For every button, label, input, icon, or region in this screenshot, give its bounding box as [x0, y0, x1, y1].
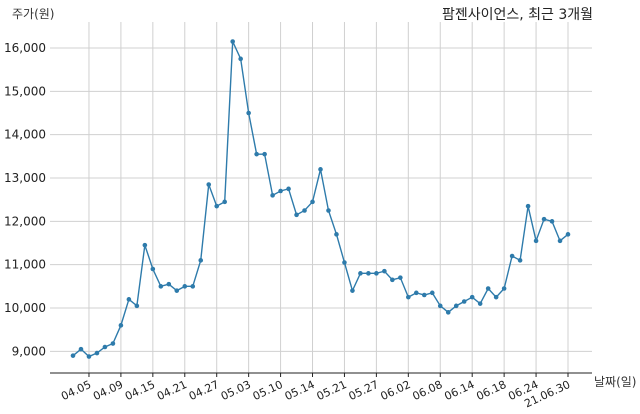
data-point: [86, 354, 92, 359]
data-point: [445, 310, 451, 315]
data-point: [142, 242, 148, 248]
y-tick-label: 9,000: [12, 344, 46, 358]
data-point: [533, 238, 539, 244]
data-point: [477, 301, 483, 306]
y-tick-label: 10,000: [4, 301, 46, 315]
data-point: [174, 288, 180, 293]
y-tick-label: 15,000: [4, 84, 46, 98]
data-point: [565, 232, 571, 237]
data-point: [134, 303, 140, 309]
x-tick-label: 05.27: [347, 378, 381, 403]
x-tick-label: 04.15: [123, 378, 157, 403]
data-point: [78, 346, 84, 352]
data-point: [461, 299, 467, 304]
data-point: [414, 290, 419, 296]
data-point: [190, 284, 196, 289]
data-point: [509, 253, 515, 259]
data-point: [549, 219, 555, 224]
x-tick-label: 05.14: [283, 378, 317, 403]
data-point: [222, 199, 227, 205]
x-tick-label: 04.05: [59, 378, 93, 403]
data-point: [150, 266, 156, 272]
data-point: [557, 238, 563, 244]
y-tick-labels: 9,000 10,000 11,000 12,000 13,000 14,000 15,00…: [4, 41, 46, 358]
data-point: [310, 199, 315, 205]
x-tick-label: 05.21: [315, 378, 349, 403]
series: [70, 39, 571, 359]
data-point: [406, 294, 411, 300]
data-point: [334, 232, 339, 237]
y-tick-label: 12,000: [4, 214, 46, 228]
data-point: [302, 208, 307, 213]
x-axis-title: 날짜(일): [594, 375, 636, 389]
y-tick-label: 16,000: [4, 41, 46, 55]
x-tick-label: 04.09: [91, 378, 125, 403]
y-tick-label: 11,000: [4, 258, 46, 272]
x-tick-labels: 04.0504.0904.1504.2104.2705.0305.1005.14…: [59, 378, 572, 410]
data-point: [198, 258, 204, 263]
data-point: [382, 268, 387, 274]
data-points: [70, 39, 571, 359]
data-point: [118, 323, 124, 328]
data-point: [469, 294, 475, 300]
data-point: [246, 110, 251, 116]
data-point: [398, 275, 403, 280]
y-axis-title: 주가(원): [12, 7, 54, 21]
data-point: [238, 56, 243, 62]
data-point: [453, 303, 459, 309]
x-tick-label: 06.18: [474, 378, 508, 403]
data-point: [366, 271, 371, 276]
x-tick-label: 05.10: [251, 378, 285, 403]
data-point: [126, 297, 132, 302]
data-point: [230, 39, 235, 44]
data-point: [206, 182, 212, 187]
data-point: [294, 212, 299, 218]
data-point: [182, 284, 188, 289]
x-tick-label: 06.02: [379, 378, 413, 403]
y-tick-label: 13,000: [4, 171, 46, 185]
data-point: [421, 292, 427, 298]
data-point: [278, 188, 283, 194]
grid: [50, 22, 592, 373]
data-point: [493, 294, 499, 300]
x-tick-label: 05.03: [219, 378, 253, 403]
data-point: [94, 350, 100, 356]
data-point: [517, 258, 523, 263]
data-point: [70, 353, 76, 358]
data-point: [270, 193, 275, 198]
data-point: [254, 151, 259, 157]
data-point: [541, 216, 547, 222]
chart-title: 팜젠사이언스, 최근 3개월: [442, 7, 593, 23]
data-point: [525, 203, 531, 209]
x-tick-label: 06.14: [442, 378, 476, 403]
data-point: [501, 286, 507, 291]
x-tick-label: 06.08: [410, 378, 444, 403]
data-point: [326, 208, 331, 213]
series-line: [72, 41, 569, 358]
x-tick-label: 04.27: [187, 378, 221, 403]
x-tick-label: 04.21: [155, 378, 189, 403]
data-point: [110, 341, 116, 346]
data-point: [214, 203, 220, 209]
data-point: [429, 290, 435, 296]
data-point: [262, 151, 267, 157]
data-point: [342, 260, 347, 265]
data-point: [390, 277, 395, 283]
y-tick-label: 14,000: [4, 128, 46, 142]
data-point: [102, 344, 108, 350]
data-point: [166, 281, 172, 287]
data-point: [158, 284, 164, 289]
data-point: [485, 286, 491, 291]
data-point: [286, 186, 291, 192]
data-point: [374, 271, 379, 276]
data-point: [318, 167, 323, 172]
data-point: [358, 271, 363, 276]
data-point: [350, 288, 355, 293]
data-point: [437, 303, 443, 309]
axes: [50, 372, 592, 377]
